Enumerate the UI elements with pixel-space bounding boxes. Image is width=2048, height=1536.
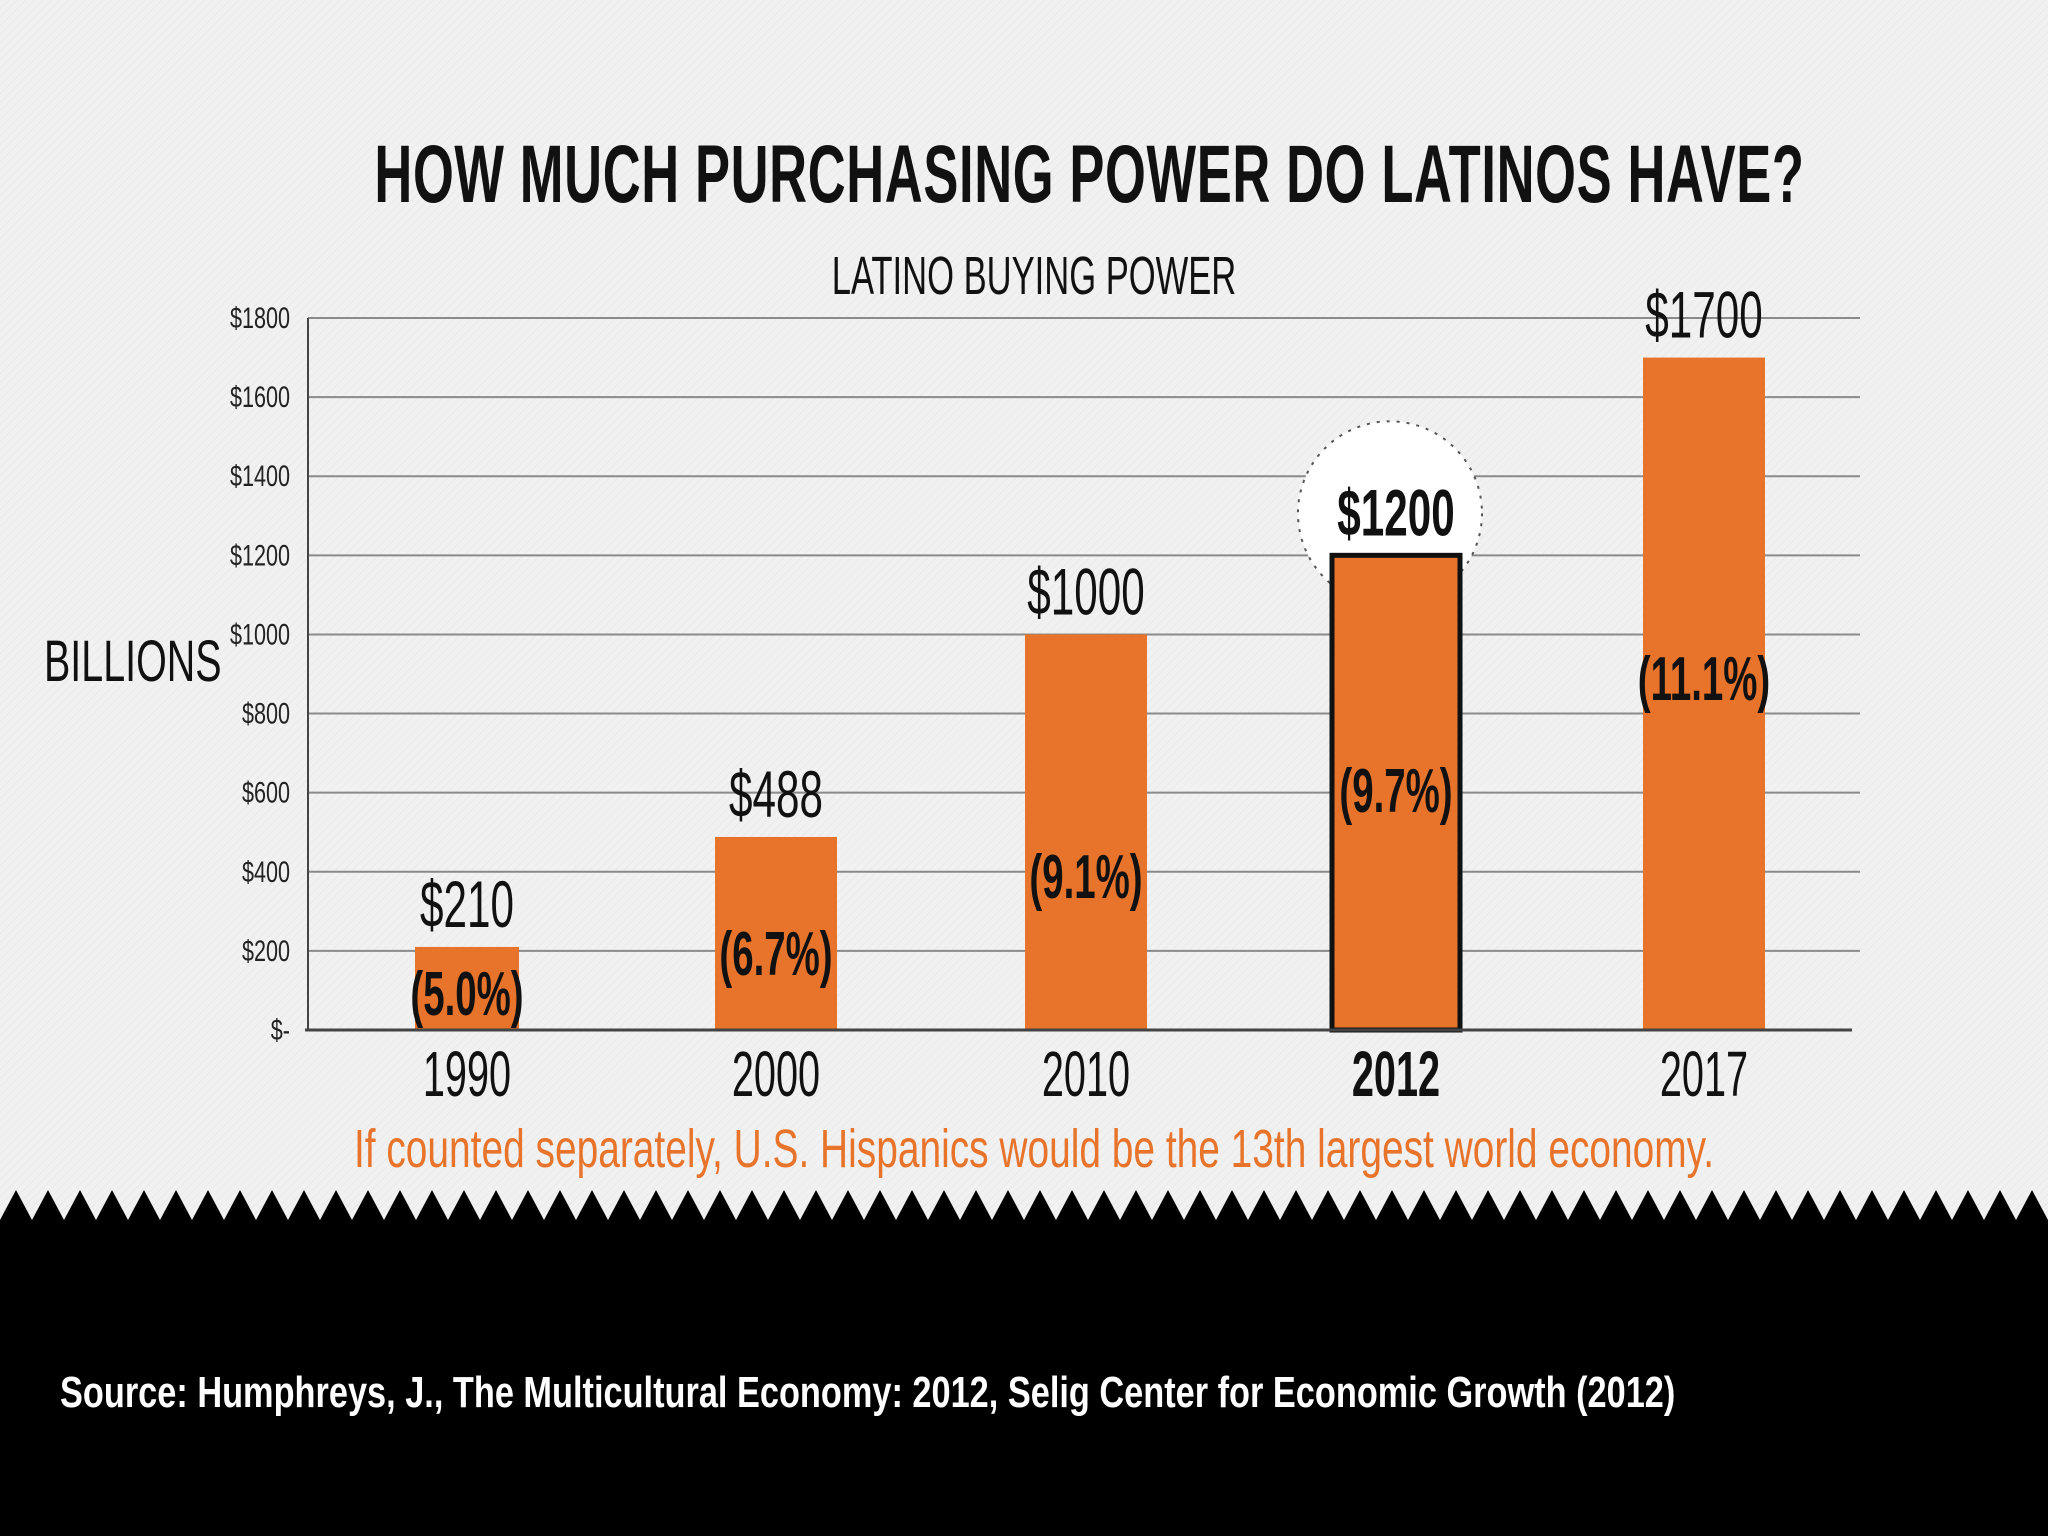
y-tick-label: $400	[242, 854, 290, 888]
share-label: (9.7%)	[1339, 756, 1452, 826]
source-citation: Source: Humphreys, J., The Multicultural…	[60, 1368, 1676, 1417]
bars	[415, 357, 1765, 1033]
chart-subtitle: LATINO BUYING POWER	[831, 246, 1237, 306]
y-tick-label: $600	[242, 775, 290, 809]
y-tick-label: $1800	[230, 300, 290, 334]
y-tick-label: $-	[271, 1012, 290, 1046]
footer-band	[0, 1190, 2048, 1536]
x-tick-label: 2010	[1042, 1040, 1130, 1111]
y-axis-label: BILLIONS	[44, 629, 222, 694]
x-tick-label: 2017	[1660, 1040, 1748, 1111]
bar-2017	[1643, 357, 1765, 1030]
bar-labels: $210 (5.0%) $488 (6.7%) $1000 (9.1%) $1200 (9.7…	[410, 278, 1770, 1028]
value-label: $488	[729, 757, 823, 831]
x-tick-label: 1990	[423, 1040, 511, 1111]
value-label: $1700	[1645, 278, 1762, 352]
share-label: (11.1%)	[1638, 644, 1770, 714]
y-tick-label: $800	[242, 696, 290, 730]
y-tick-label: $1200	[230, 538, 290, 572]
y-tick-label: $1000	[230, 617, 290, 651]
x-tick-labels: 1990 2000 2010 2012 2017	[423, 1040, 1748, 1111]
value-label: $210	[420, 867, 514, 941]
x-tick-label: 2000	[732, 1040, 820, 1111]
x-tick-label: 2012	[1352, 1040, 1440, 1111]
share-label: (6.7%)	[719, 919, 832, 989]
share-label: (9.1%)	[1029, 842, 1142, 912]
y-tick-label: $200	[242, 933, 290, 967]
bar-1990	[415, 946, 519, 1030]
chart-title: HOW MUCH PURCHASING POWER DO LATINOS HAV…	[374, 129, 1805, 220]
y-tick-label: $1600	[230, 380, 290, 414]
value-label: $1200	[1337, 476, 1454, 550]
bar-2000	[715, 836, 837, 1030]
bar-2010	[1025, 634, 1147, 1030]
y-tick-label: $1400	[230, 459, 290, 493]
value-label: $1000	[1027, 555, 1144, 629]
bar-2012	[1329, 552, 1463, 1033]
y-tick-labels: $- $200 $400 $600 $800 $1000 $1200 $1400 $1600 $1…	[230, 300, 290, 1046]
footnote: If counted separately, U.S. Hispanics wo…	[353, 1119, 1715, 1179]
share-label: (5.0%)	[410, 959, 523, 1029]
